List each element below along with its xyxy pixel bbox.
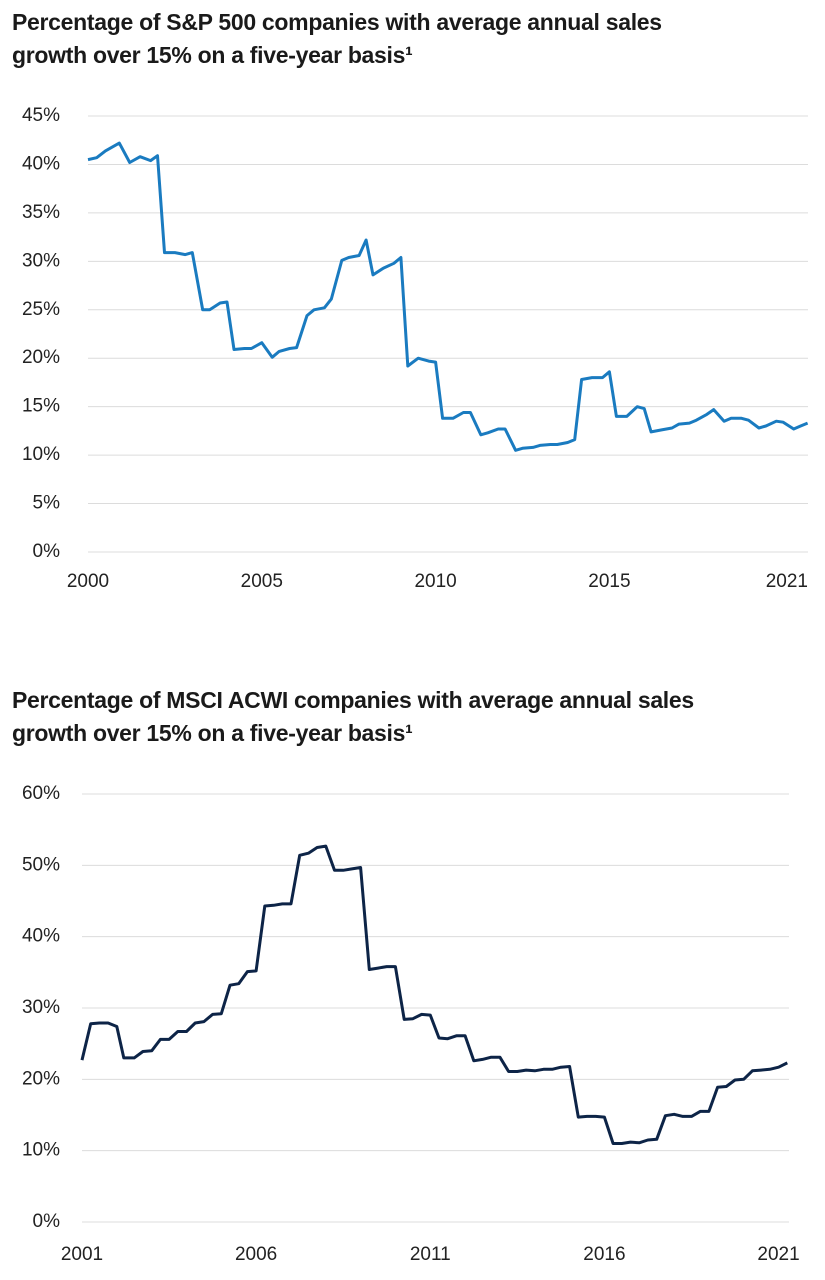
- x-tick-label: 2006: [235, 1244, 277, 1265]
- x-tick-label: 2015: [588, 571, 630, 592]
- x-tick-label: 2000: [67, 571, 109, 592]
- y-tick-label: 30%: [22, 250, 60, 271]
- y-tick-label: 20%: [22, 1068, 60, 1089]
- y-tick-label: 0%: [33, 1211, 61, 1232]
- y-tick-label: 40%: [22, 926, 60, 947]
- x-tick-label: 2011: [410, 1244, 451, 1265]
- y-tick-label: 10%: [22, 1140, 60, 1161]
- chart-title: Percentage of MSCI ACWI companies with a…: [12, 687, 694, 746]
- x-tick-label: 2010: [414, 571, 456, 592]
- x-tick-label: 2021: [766, 571, 808, 592]
- y-tick-label: 20%: [22, 347, 60, 368]
- y-tick-label: 60%: [22, 783, 60, 804]
- y-tick-label: 5%: [33, 493, 61, 514]
- y-tick-label: 0%: [33, 541, 61, 562]
- data-line: [87, 141, 809, 452]
- data-line: [80, 844, 788, 1145]
- y-tick-label: 45%: [22, 105, 60, 126]
- chart-title: Percentage of S&P 500 companies with ave…: [12, 9, 662, 68]
- x-tick-label: 2016: [583, 1244, 625, 1265]
- y-tick-label: 25%: [22, 299, 60, 320]
- y-tick-label: 10%: [22, 444, 60, 465]
- y-tick-label: 35%: [22, 202, 60, 223]
- x-tick-label: 2021: [757, 1244, 799, 1265]
- y-tick-label: 40%: [22, 153, 60, 174]
- x-tick-label: 2005: [241, 571, 283, 592]
- y-tick-label: 15%: [22, 396, 60, 417]
- x-tick-label: 2001: [61, 1244, 103, 1265]
- y-tick-label: 30%: [22, 997, 60, 1018]
- y-tick-label: 50%: [22, 854, 60, 875]
